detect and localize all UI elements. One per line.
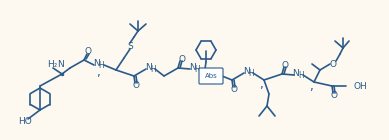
Text: OH: OH (354, 81, 368, 90)
Text: O: O (84, 46, 91, 55)
Text: N: N (93, 59, 99, 67)
Text: O: O (329, 60, 336, 68)
Text: O: O (179, 54, 186, 64)
Text: N: N (145, 62, 151, 72)
Text: N: N (243, 66, 249, 75)
Text: N: N (189, 62, 195, 72)
FancyBboxPatch shape (199, 68, 223, 84)
Text: O: O (231, 85, 238, 94)
Text: H: H (298, 71, 304, 80)
Text: ,: , (259, 78, 263, 90)
Text: ₂: ₂ (53, 60, 56, 68)
Text: Abs: Abs (205, 73, 217, 79)
Text: ,: , (96, 66, 100, 79)
Text: H: H (150, 65, 156, 74)
Text: H: H (248, 68, 254, 78)
Text: H: H (194, 65, 200, 74)
Text: O: O (282, 60, 289, 69)
Text: N: N (293, 68, 300, 78)
Text: H: H (98, 60, 104, 69)
Text: N: N (57, 60, 63, 68)
Text: S: S (127, 41, 133, 51)
Text: O: O (331, 90, 338, 100)
Text: HO: HO (18, 117, 32, 127)
Text: ,: , (309, 80, 313, 93)
Text: H: H (47, 60, 53, 68)
Text: O: O (133, 80, 140, 89)
